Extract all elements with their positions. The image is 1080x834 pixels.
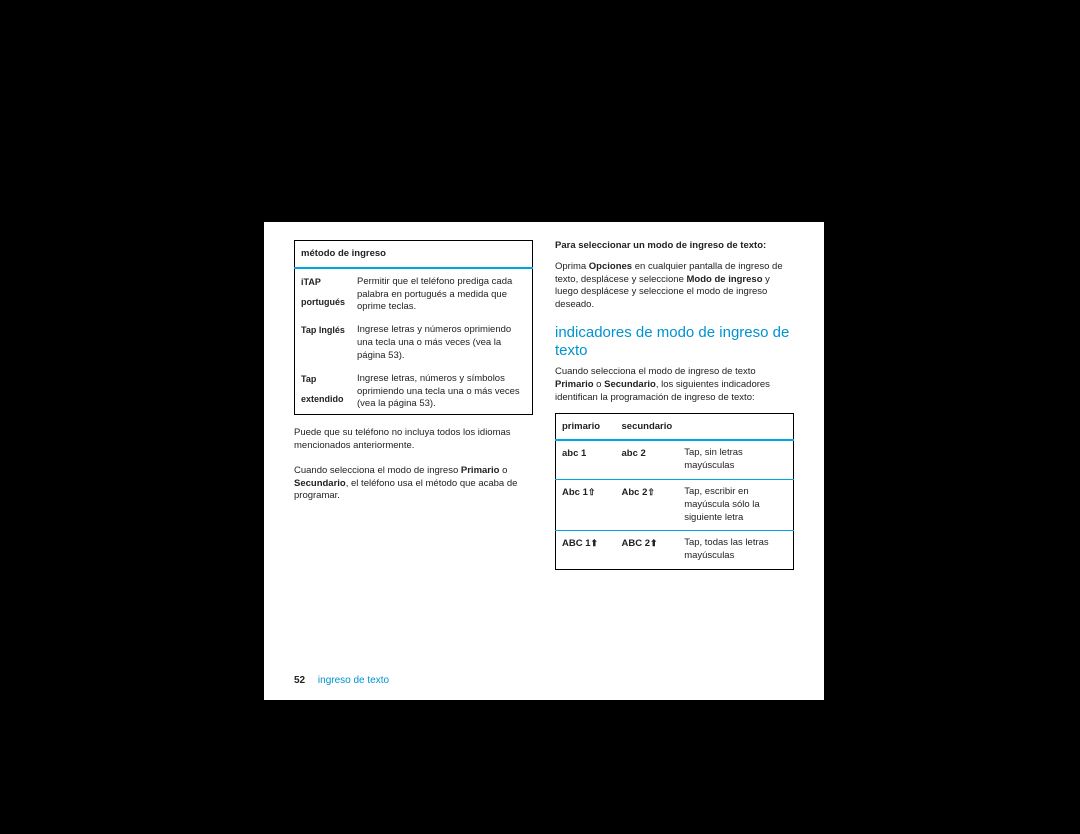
input-method-table: método de ingreso iTAP Permitir que el t… bbox=[294, 240, 533, 415]
page-number: 52 bbox=[294, 675, 305, 686]
columns: método de ingreso iTAP Permitir que el t… bbox=[294, 240, 794, 660]
footer-label: ingreso de texto bbox=[318, 675, 389, 686]
term: extendido bbox=[301, 394, 344, 404]
indicators-table: primario secundario abc 1 abc 2 Tap, sin… bbox=[555, 413, 794, 571]
desc: Ingrese letras y números oprimiendo una … bbox=[351, 317, 533, 365]
table-row: Abc 1⇧ Abc 2⇧ Tap, escribir en mayúscula… bbox=[556, 479, 794, 530]
table-header: método de ingreso bbox=[295, 241, 533, 268]
table-row: ABC 1⬆ ABC 2⬆ Tap, todas las letras mayú… bbox=[556, 531, 794, 570]
paragraph: Puede que su teléfono no incluya todos l… bbox=[294, 427, 533, 453]
right-column: Para seleccionar un modo de ingreso de t… bbox=[555, 240, 794, 660]
col-header-empty bbox=[678, 413, 793, 440]
desc: Tap, sin letras mayúsculas bbox=[678, 440, 793, 479]
paragraph: Cuando selecciona el modo de ingreso de … bbox=[555, 366, 794, 404]
desc: Tap, escribir en mayúscula sólo la sigui… bbox=[678, 479, 793, 530]
term: Tap Inglés bbox=[301, 325, 345, 335]
subheading: Para seleccionar un modo de ingreso de t… bbox=[555, 240, 794, 253]
col-header: secundario bbox=[616, 413, 679, 440]
paragraph: Oprima Opciones en cualquier pantalla de… bbox=[555, 261, 794, 312]
col-header: primario bbox=[556, 413, 616, 440]
left-column: método de ingreso iTAP Permitir que el t… bbox=[294, 240, 533, 660]
document-page: método de ingreso iTAP Permitir que el t… bbox=[264, 222, 824, 700]
term: Tap bbox=[301, 374, 316, 384]
desc: Permitir que el teléfono prediga cada pa… bbox=[351, 268, 533, 317]
section-heading: indicadores de modo de ingreso de texto bbox=[555, 324, 794, 360]
desc: Tap, todas las letras mayúsculas bbox=[678, 531, 793, 570]
desc: Ingrese letras, números y símbolos oprim… bbox=[351, 366, 533, 415]
paragraph: Cuando selecciona el modo de ingreso Pri… bbox=[294, 465, 533, 503]
term: portugués bbox=[301, 297, 345, 307]
term: iTAP bbox=[301, 277, 321, 287]
table-row: abc 1 abc 2 Tap, sin letras mayúsculas bbox=[556, 440, 794, 479]
page-footer: 52 ingreso de texto bbox=[294, 675, 389, 686]
